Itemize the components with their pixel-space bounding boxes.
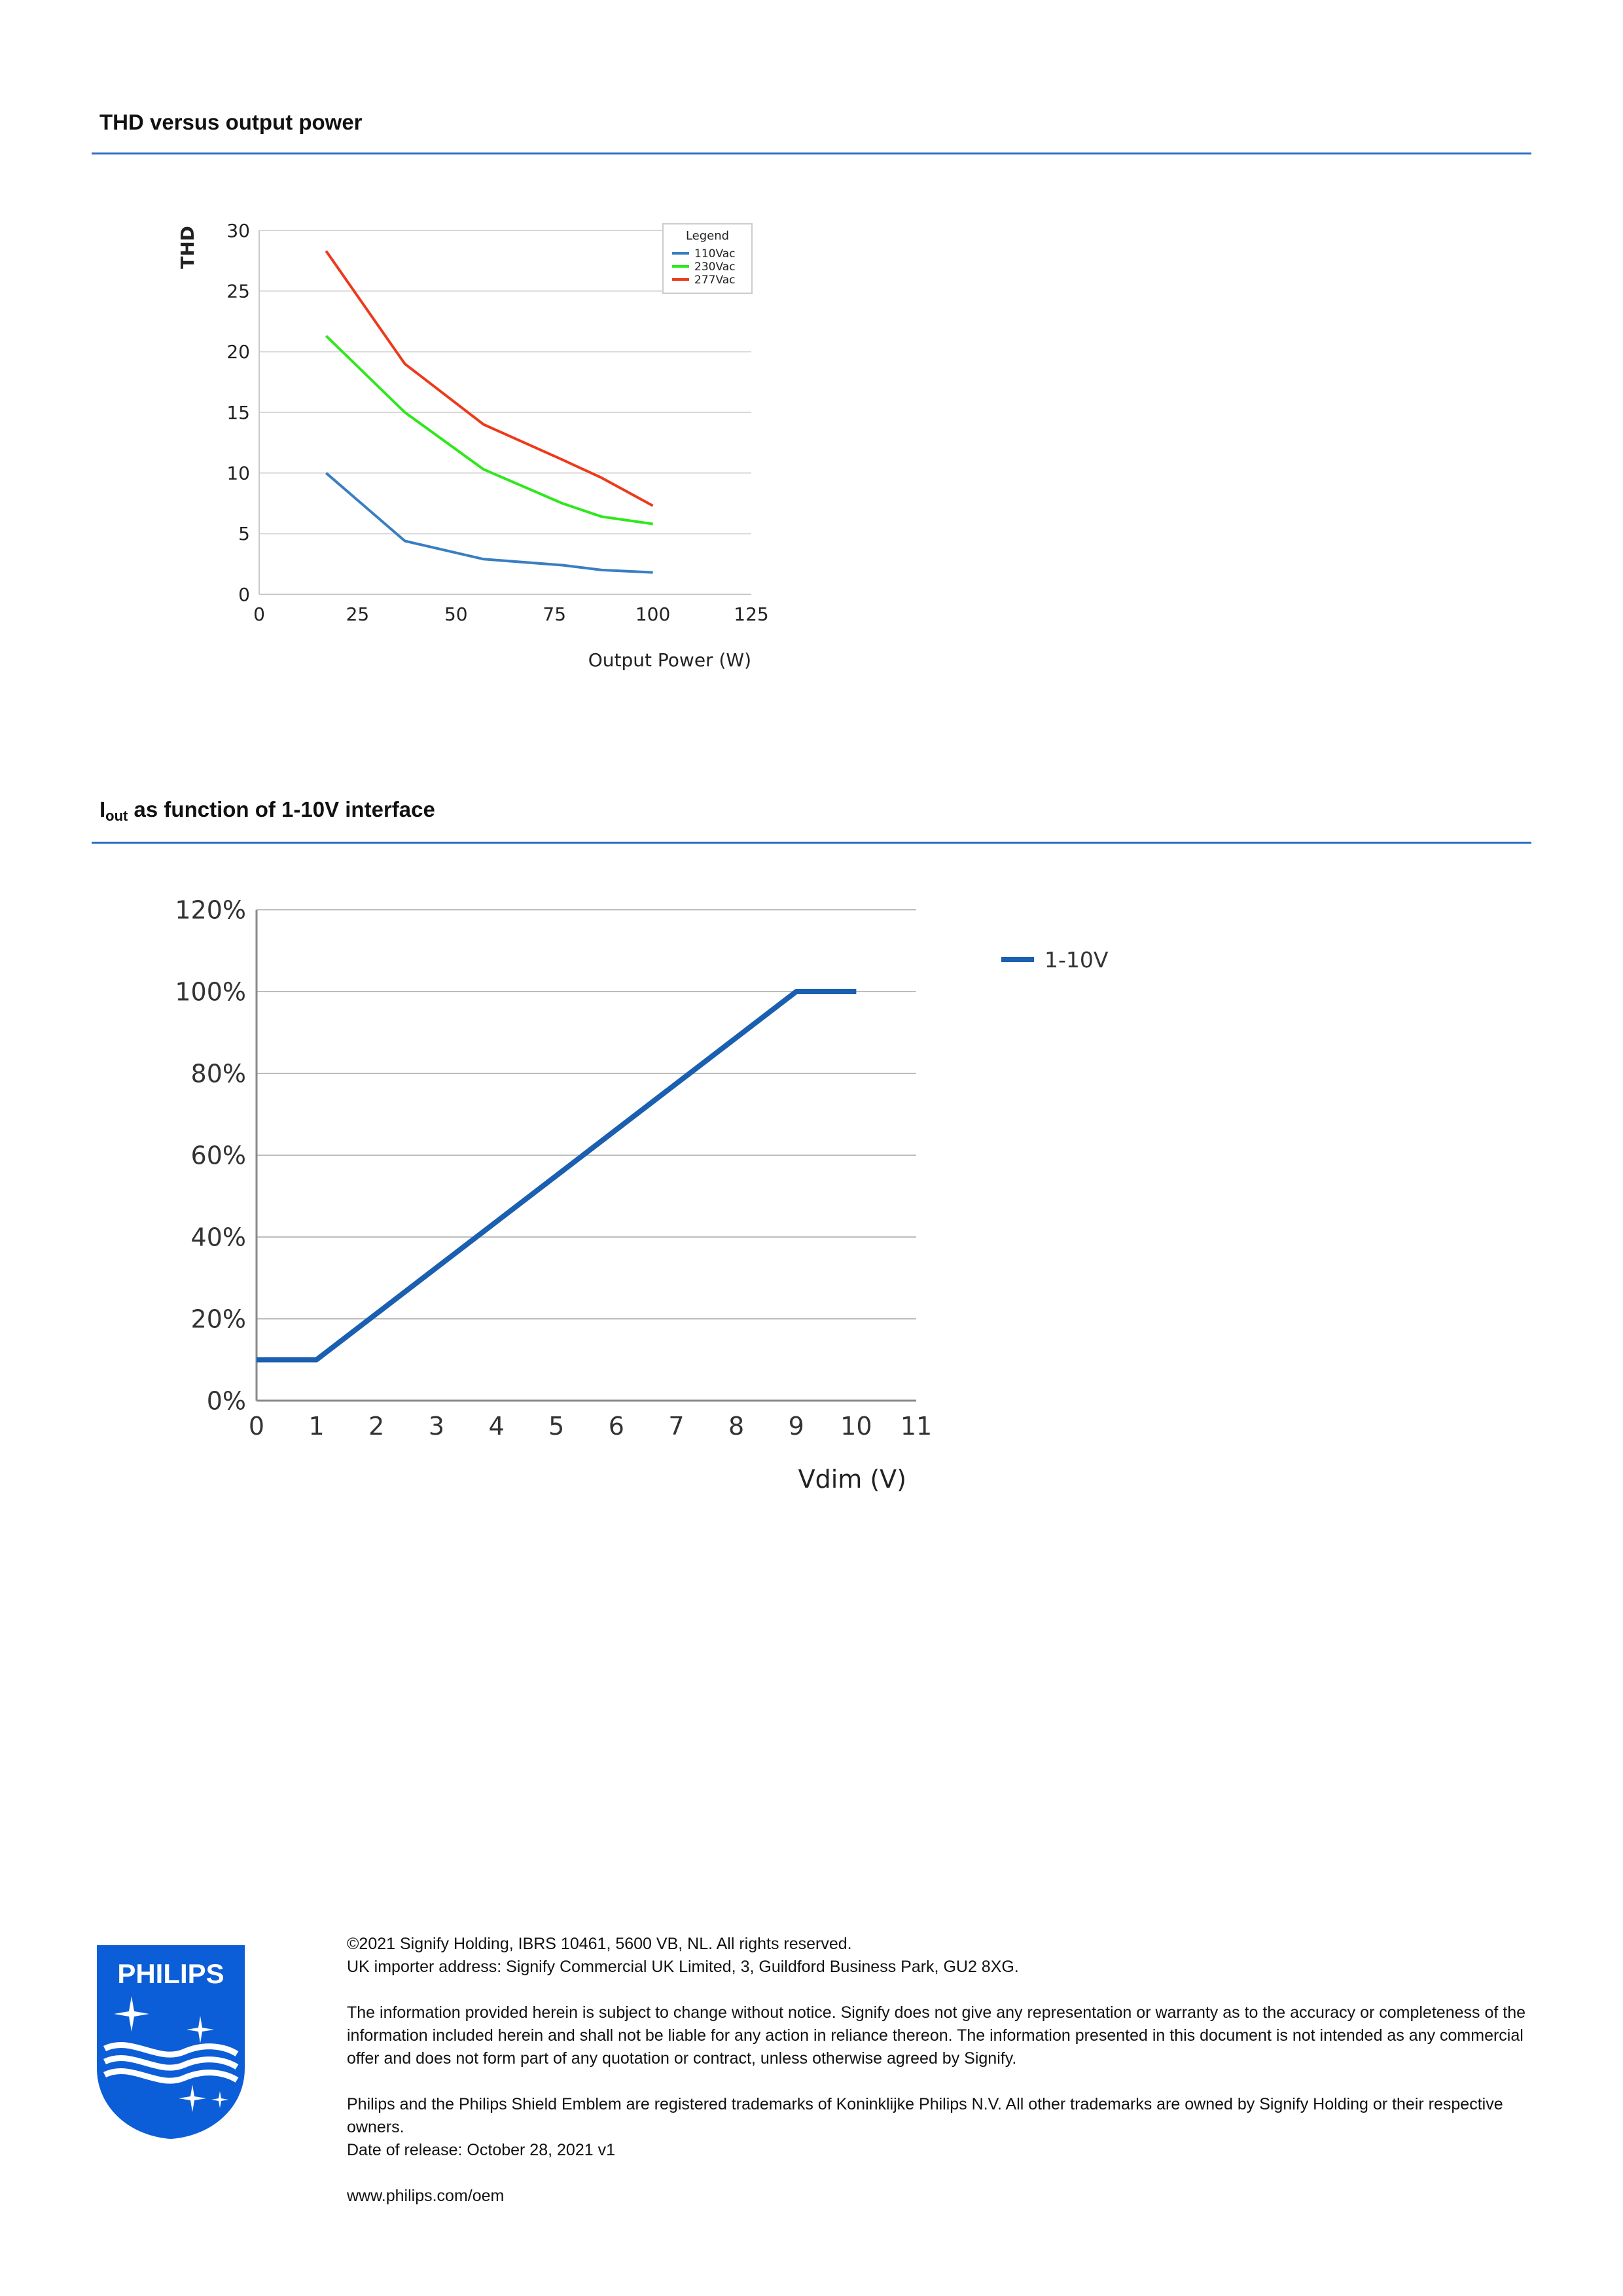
x-tick-label: 25 xyxy=(346,603,370,625)
legend-label: 110Vac xyxy=(694,247,736,260)
y-tick-label: 0 xyxy=(238,584,250,605)
x-tick-label: 2 xyxy=(368,1412,384,1441)
x-tick-label: 6 xyxy=(609,1412,624,1441)
y-tick-label: 5 xyxy=(238,523,250,545)
x-tick-label: 7 xyxy=(668,1412,684,1441)
y-tick-label: 120% xyxy=(175,895,246,924)
y-tick-label: 100% xyxy=(175,977,246,1006)
x-tick-label: 0 xyxy=(249,1412,264,1441)
footer-trademarks: Philips and the Philips Shield Emblem ar… xyxy=(347,2095,1503,2136)
footer-copyright: ©2021 Signify Holding, IBRS 10461, 5600 … xyxy=(347,1935,852,1953)
y-tick-label: 60% xyxy=(191,1141,246,1170)
x-tick-label: 75 xyxy=(543,603,566,625)
x-tick-label: 8 xyxy=(728,1412,744,1441)
section-divider xyxy=(92,152,1531,154)
y-tick-label: 0% xyxy=(207,1386,246,1415)
legend-label: 1-10V xyxy=(1044,947,1109,973)
x-tick-label: 1 xyxy=(309,1412,325,1441)
x-tick-label: 3 xyxy=(429,1412,444,1441)
x-tick-label: 50 xyxy=(444,603,468,625)
x-tick-label: 125 xyxy=(734,603,768,625)
series-line-230Vac xyxy=(325,334,653,526)
section-divider xyxy=(92,842,1531,844)
section-title-thd: THD versus output power xyxy=(99,110,363,134)
footer-legal-text: ©2021 Signify Holding, IBRS 10461, 5600 … xyxy=(347,1933,1531,2208)
x-tick-label: 100 xyxy=(635,603,670,625)
legend-label: 230Vac xyxy=(694,260,736,274)
footer-uk-importer: UK importer address: Signify Commercial … xyxy=(347,1958,1019,1976)
series-line-277Vac xyxy=(325,250,654,507)
y-tick-label: 15 xyxy=(226,402,250,423)
legend-label: 277Vac xyxy=(694,274,736,287)
x-tick-label: 0 xyxy=(253,603,265,625)
iout-chart: 0% 20% 40% 60% 80% 100% 120% 0 1 2 3 4 5 6 7 8 9 10 11 Vdim… xyxy=(175,895,1109,1494)
x-tick-label: 11 xyxy=(901,1412,932,1441)
y-tick-label: 20 xyxy=(226,341,250,363)
x-tick-label: 10 xyxy=(840,1412,872,1441)
thd-chart: 0 5 10 15 20 25 30 0 25 50 75 100 125 Output Power (W… xyxy=(177,220,769,671)
x-tick-label: 9 xyxy=(789,1412,804,1441)
philips-logo-wordmark: PHILIPS xyxy=(117,1958,224,1989)
x-axis-label: Vdim (V) xyxy=(798,1465,906,1494)
series-line-110Vac xyxy=(325,472,653,574)
x-tick-label: 5 xyxy=(548,1412,564,1441)
y-tick-label: 40% xyxy=(191,1223,246,1251)
y-axis-label: THD xyxy=(177,226,198,269)
x-axis-label: Output Power (W) xyxy=(588,649,751,671)
y-tick-label: 10 xyxy=(226,462,250,484)
philips-shield-logo: PHILIPS xyxy=(97,1945,245,2140)
legend-title: Legend xyxy=(686,229,729,243)
y-tick-label: 80% xyxy=(191,1059,246,1088)
y-tick-label: 25 xyxy=(226,280,250,302)
footer-release-date: Date of release: October 28, 2021 v1 xyxy=(347,2141,615,2159)
y-tick-label: 30 xyxy=(226,220,250,242)
y-tick-label: 20% xyxy=(191,1304,246,1333)
legend-box xyxy=(662,223,753,294)
x-tick-label: 4 xyxy=(488,1412,504,1441)
series-line-1-10V xyxy=(257,989,857,1363)
section-title-iout: Iout as function of 1-10V interface xyxy=(99,797,435,824)
footer-website-link[interactable]: www.philips.com/oem xyxy=(347,2187,505,2205)
footer-disclaimer: The information provided herein is subje… xyxy=(347,2003,1526,2068)
